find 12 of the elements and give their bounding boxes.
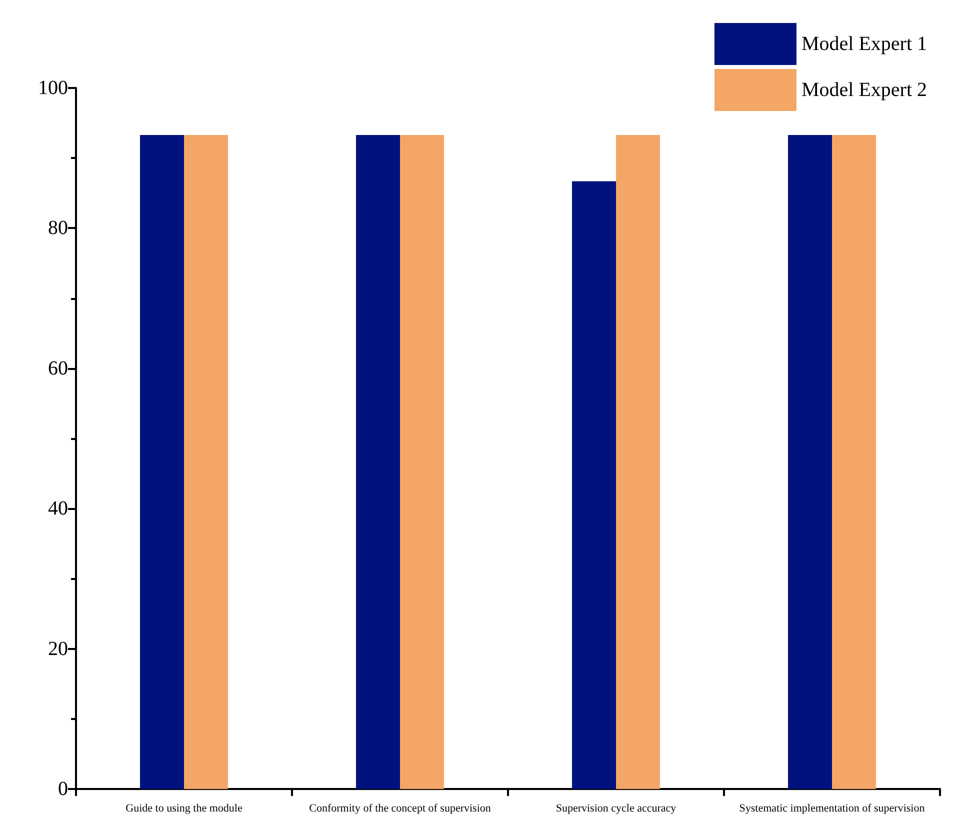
legend-label: Model Expert 2 — [801, 79, 928, 101]
y-tick-label: 100 — [38, 77, 68, 99]
x-tick-label: Conformity of the concept of supervision — [309, 802, 492, 814]
x-tick-label: Systematic implementation of supervision — [739, 802, 926, 814]
y-tick-label: 80 — [48, 217, 68, 240]
x-tick-label: Supervision cycle accuracy — [556, 802, 677, 814]
y-tick-label: 40 — [48, 498, 68, 520]
y-tick-label: 20 — [48, 638, 68, 660]
y-tick-label: 60 — [48, 357, 68, 380]
x-tick-label: Guide to using the module — [126, 802, 242, 814]
y-tick-label: 0 — [58, 778, 68, 800]
legend-label: Model Expert 1 — [801, 33, 928, 55]
